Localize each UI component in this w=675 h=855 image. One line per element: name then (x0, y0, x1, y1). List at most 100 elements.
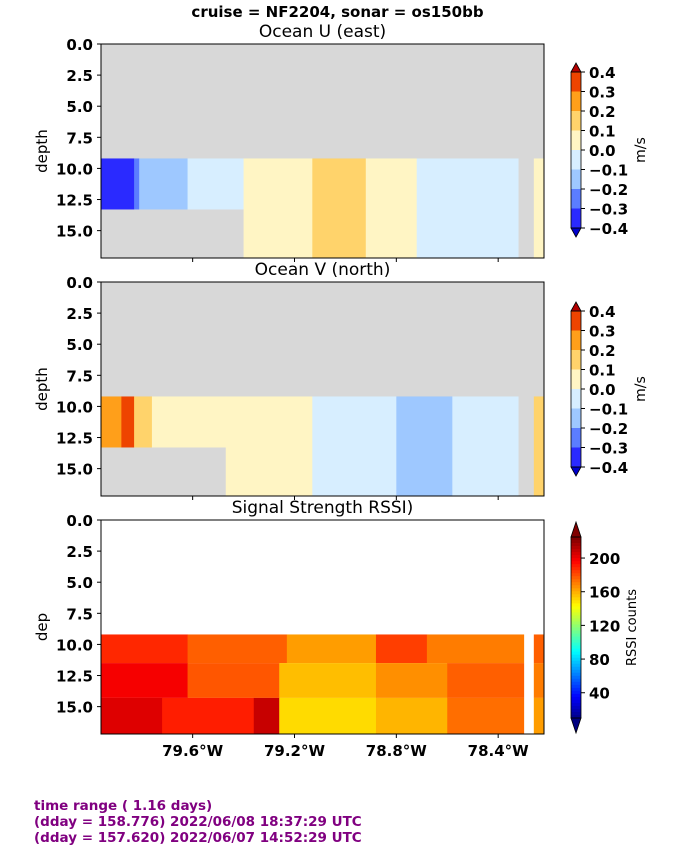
panel-3-colorbar (570, 520, 585, 735)
velocity-bin-4 (151, 396, 227, 448)
colorbar-tick-label: 0.0 (589, 142, 616, 160)
colorbar-band (571, 311, 581, 331)
panel-1-colorbar (570, 62, 585, 238)
rssi-cell-2-5 (447, 663, 525, 698)
colorbar-band (571, 543, 581, 547)
colorbar-band (571, 582, 581, 586)
colorbar-tick-label: 200 (589, 550, 620, 568)
colorbar-tick-label: −0.1 (589, 401, 628, 419)
colorbar-band (571, 408, 581, 429)
velocity-bin-2 (134, 158, 140, 210)
colorbar-band (571, 564, 581, 568)
velocity-bin-9 (518, 158, 535, 258)
colorbar-band (571, 636, 581, 640)
y-tick-label: 0.0 (66, 274, 93, 292)
colorbar-tick-label: −0.4 (589, 220, 628, 238)
colorbar-band (571, 330, 581, 351)
colorbar-tick-label: 0.0 (589, 381, 616, 399)
colorbar-tick-label: 160 (589, 584, 620, 602)
colorbar-band (571, 615, 581, 619)
colorbar-tick-label: −0.2 (589, 420, 628, 438)
colorbar-band (571, 627, 581, 631)
panel-2-colorbar-label: m/s (633, 376, 649, 402)
colorbar-tick-label: −0.3 (589, 201, 628, 219)
colorbar-tick-label: 0.2 (589, 103, 616, 121)
x-tick-label: 78.4°W (468, 742, 530, 760)
y-tick-label: 2.5 (66, 543, 93, 561)
x-tick-label: 79.2°W (264, 742, 326, 760)
colorbar-band (571, 702, 581, 707)
colorbar-band (571, 630, 581, 634)
colorbar-band (571, 687, 581, 692)
velocity-bin-10 (533, 396, 544, 496)
colorbar-band (571, 666, 581, 671)
colorbar-band (571, 567, 581, 571)
velocity-bin-1 (101, 158, 135, 210)
colorbar-band (571, 591, 581, 595)
footer-end-time: (dday = 158.776) 2022/06/08 18:37:29 UTC (34, 814, 362, 830)
panel-3-plot-area (101, 520, 544, 734)
colorbar-band (571, 573, 581, 577)
colorbar-extend-min (570, 717, 582, 735)
colorbar-band (571, 648, 581, 653)
colorbar-band (571, 558, 581, 562)
colorbar-band (571, 561, 581, 565)
panel-3-frame (100, 519, 545, 735)
velocity-bin-7 (365, 158, 418, 258)
colorbar-tick-label: 80 (589, 651, 610, 669)
colorbar-tick-label: −0.3 (589, 440, 628, 458)
panel-2-ylabel: depth (33, 367, 51, 411)
velocity-bin-10 (533, 158, 544, 258)
colorbar-band (571, 684, 581, 689)
colorbar-band (571, 669, 581, 674)
colorbar-band (571, 594, 581, 598)
velocity-bin-2 (121, 396, 135, 448)
colorbar-band (571, 555, 581, 559)
colorbar-band (571, 660, 581, 665)
colorbar-band (571, 609, 581, 613)
rssi-cell-3-5 (375, 697, 448, 734)
colorbar-frame (570, 536, 582, 719)
colorbar-tick-label: 40 (589, 685, 610, 703)
rssi-cell-3-2 (162, 697, 255, 734)
velocity-bin-6 (312, 158, 367, 258)
velocity-bin-4 (187, 158, 245, 210)
rssi-cell-2-3 (279, 663, 377, 698)
panel-2-frame (100, 281, 545, 497)
panel-1-title: Ocean U (east) (259, 22, 386, 42)
colorbar-band (571, 606, 581, 610)
colorbar-band (571, 693, 581, 698)
colorbar-band (571, 428, 581, 448)
colorbar-tick-label: 0.2 (589, 342, 616, 360)
footer-start-time: (dday = 157.620) 2022/06/07 14:52:29 UTC (34, 830, 362, 846)
velocity-bin-9 (518, 396, 535, 496)
colorbar-band (571, 621, 581, 625)
colorbar-band (571, 657, 581, 662)
colorbar-band (571, 678, 581, 683)
colorbar-tick-label: −0.4 (589, 459, 628, 477)
panel-3-title: Signal Strength RSSI) (232, 498, 414, 518)
colorbar-band (571, 705, 581, 710)
y-tick-label: 15.0 (56, 461, 93, 479)
colorbar-band (571, 576, 581, 580)
colorbar-tick-label: −0.1 (589, 162, 628, 180)
y-tick-label: 10.0 (56, 636, 93, 654)
colorbar-band (571, 570, 581, 574)
panel-3-colorbar-label: RSSI counts (625, 589, 640, 666)
y-tick-label: 0.0 (66, 512, 93, 530)
colorbar-band (571, 612, 581, 616)
figure-canvas: Ocean U (east) 0.0 2.5 5.0 7.5 10.0 12.5 15.0 de… (33, 22, 649, 760)
colorbar-band (571, 651, 581, 656)
colorbar-band (571, 597, 581, 601)
colorbar-band (571, 675, 581, 680)
panel-1-colorbar-label: m/s (633, 137, 649, 163)
rssi-cell-1-5 (426, 634, 525, 664)
y-tick-label: 10.0 (56, 398, 93, 416)
velocity-bin-7 (396, 396, 453, 496)
y-tick-label: 5.0 (66, 98, 93, 116)
colorbar-band (571, 169, 581, 190)
colorbar-extend-max (570, 62, 582, 73)
colorbar-band (571, 540, 581, 544)
y-tick-label: 15.0 (56, 699, 93, 717)
time-range-footer: time range ( 1.16 days) (dday = 158.776)… (34, 798, 362, 846)
